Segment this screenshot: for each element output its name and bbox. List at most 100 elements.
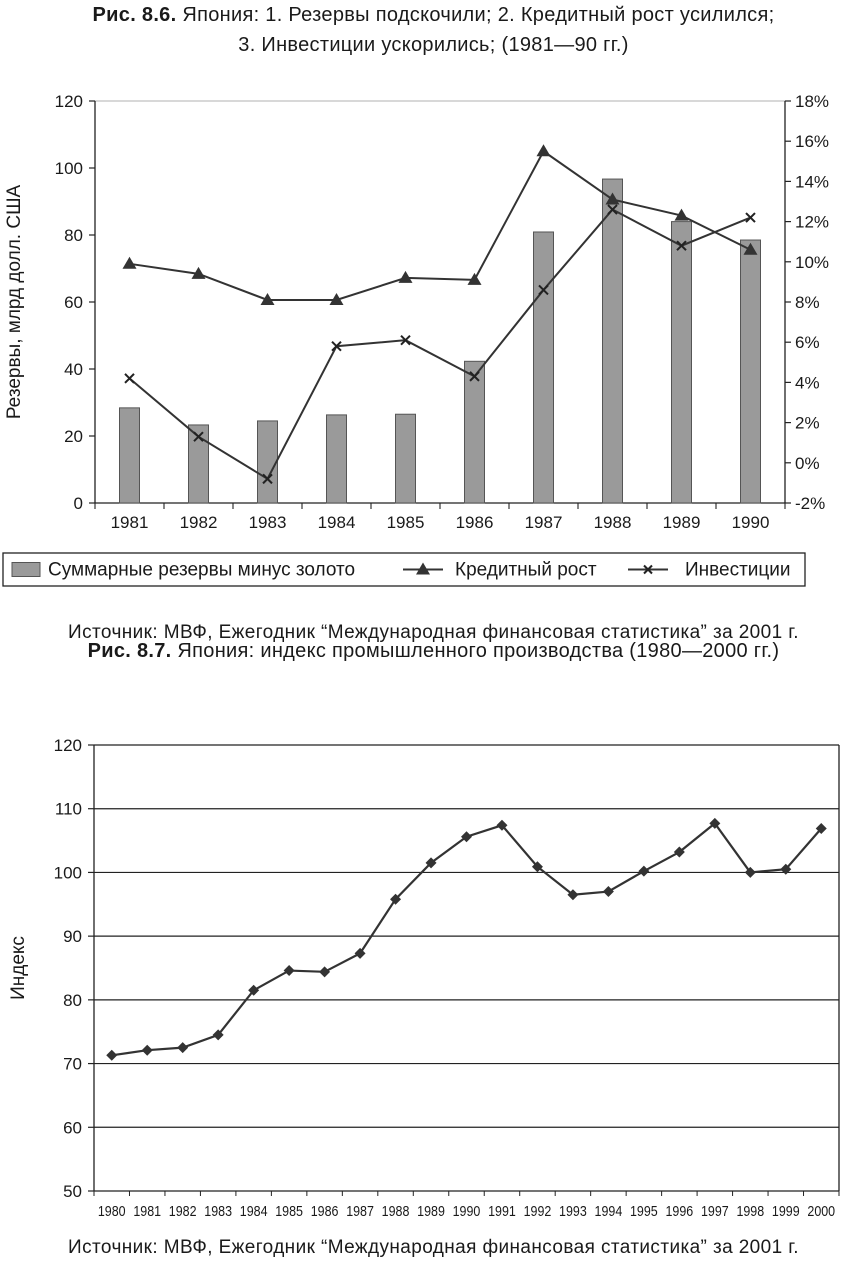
legend-label-credit: Кредитный рост [455, 560, 597, 581]
x-tick-label: 1990 [732, 513, 770, 532]
series-line [128, 208, 751, 481]
x-tick-label: 1983 [249, 513, 287, 532]
y-tick-label: 60 [63, 1118, 82, 1137]
left-tick-label: 80 [64, 226, 83, 245]
investment-point [331, 341, 342, 352]
x-tick-label: 1990 [453, 1203, 481, 1219]
right-tick-label: 8% [795, 293, 820, 312]
credit-growth-point [191, 266, 206, 279]
legend-swatch-reserves [11, 562, 41, 577]
figure-8-7-label: Рис. 8.7. [87, 640, 172, 662]
y-tick-label: 110 [55, 800, 82, 819]
right-tick-label: 16% [795, 132, 829, 151]
right-tick-label: 4% [795, 373, 820, 392]
investment-point [745, 212, 756, 223]
investment-point [469, 371, 480, 382]
x-tick-label: 1999 [772, 1203, 800, 1219]
credit-growth-point [743, 242, 758, 255]
y-tick-label: 120 [54, 736, 82, 755]
investment-point [538, 284, 549, 296]
index-point [106, 1049, 118, 1061]
x-tick-label: 1985 [387, 513, 425, 532]
bar [188, 424, 209, 504]
index-point [780, 863, 792, 875]
investment-point [193, 431, 204, 442]
figure-8-6-source: Источник: МВФ, Ежегодник “Международная … [68, 622, 799, 643]
bar [602, 178, 623, 504]
y-tick-label: 80 [63, 991, 82, 1010]
industrial-production-index-chart: 50 60 70 80 90 100 110 120 1980 1981 1982 1983 1984 1… [8, 736, 840, 1219]
x-marker-stroke [469, 371, 480, 382]
x-tick-label: 1991 [488, 1203, 516, 1219]
x-tick-label: 1989 [663, 513, 701, 532]
x-tick-label: 2000 [807, 1203, 835, 1219]
x-tick-label: 1981 [133, 1203, 161, 1219]
legend-swatch-investment-marker [643, 564, 653, 575]
right-tick-label: 14% [795, 172, 829, 191]
legend-label-reserves: Суммарные резервы минус золото [48, 560, 355, 581]
x-tick-label: 1998 [736, 1203, 764, 1219]
index-point [390, 893, 402, 905]
x-tick-label: 1981 [111, 513, 149, 532]
right-tick-label: 12% [795, 213, 829, 232]
right-tick-label: 2% [795, 414, 820, 433]
y-tick-label: 50 [63, 1182, 82, 1201]
index-point [673, 846, 685, 858]
x-tick-label: 1997 [701, 1203, 729, 1219]
figure-8-7-caption: Рис. 8.7. Япония: индекс промышленного п… [0, 640, 867, 663]
y-axis-title: Индекс [8, 936, 29, 1000]
x-tick-label: 1995 [630, 1203, 658, 1219]
investment-point [676, 240, 687, 251]
investment-point [607, 204, 618, 215]
y-tick-label: 100 [54, 863, 82, 882]
index-point [354, 947, 366, 959]
credit-growth-point [674, 208, 689, 221]
index-point [744, 866, 756, 878]
legend-label-investment: Инвестиции [685, 560, 791, 581]
x-marker-stroke [400, 334, 411, 346]
bar [326, 414, 347, 504]
x-tick-label: 1987 [346, 1203, 374, 1219]
left-tick-label: 40 [64, 360, 83, 379]
x-tick-label: 1988 [594, 513, 632, 532]
index-point [567, 889, 579, 901]
credit-growth-point [605, 192, 620, 205]
x-marker-stroke [676, 240, 687, 251]
index-point [141, 1044, 153, 1056]
x-marker-stroke [193, 431, 204, 442]
bar [671, 221, 692, 504]
investment-point [124, 373, 135, 384]
x-tick-label: 1982 [169, 1203, 197, 1219]
figure-8-6-caption-text: Япония: 1. Резервы подскочили; 2. Кредит… [182, 4, 775, 26]
figure-8-6-caption-line2: 3. Инвестиции ускорились; (1981—90 гг.) [238, 34, 629, 56]
x-tick-label: 1996 [665, 1203, 693, 1219]
y-axis-title: Резервы, млрд долл. США [4, 185, 25, 420]
figure-8-6-label: Рис. 8.6. [92, 4, 177, 26]
x-tick-label: 1994 [595, 1203, 623, 1219]
credit-growth-point [398, 270, 413, 283]
x-marker-stroke [124, 373, 135, 384]
bar [119, 407, 140, 504]
credit-growth-point [260, 292, 275, 305]
left-tick-label: 0 [74, 494, 83, 513]
x-tick-label: 1986 [456, 513, 494, 532]
bar [533, 231, 554, 504]
x-tick-label: 1987 [525, 513, 563, 532]
credit-growth-point [122, 256, 137, 269]
x-tick-label: 1982 [180, 513, 218, 532]
right-tick-label: 10% [795, 253, 829, 272]
left-tick-label: 60 [64, 293, 83, 312]
y-tick-label: 70 [63, 1055, 82, 1074]
credit-growth-point [329, 292, 344, 305]
left-tick-label: 20 [64, 427, 83, 446]
index-point [638, 865, 650, 877]
bar [395, 413, 416, 504]
x-tick-label: 1988 [382, 1203, 410, 1219]
index-line [111, 821, 823, 1057]
index-point [248, 984, 260, 996]
right-tick-label: 18% [795, 92, 829, 111]
index-point [283, 965, 295, 977]
right-tick-label: -2% [795, 494, 825, 513]
left-tick-label: 100 [55, 159, 83, 178]
left-tick-label: 120 [55, 92, 83, 111]
